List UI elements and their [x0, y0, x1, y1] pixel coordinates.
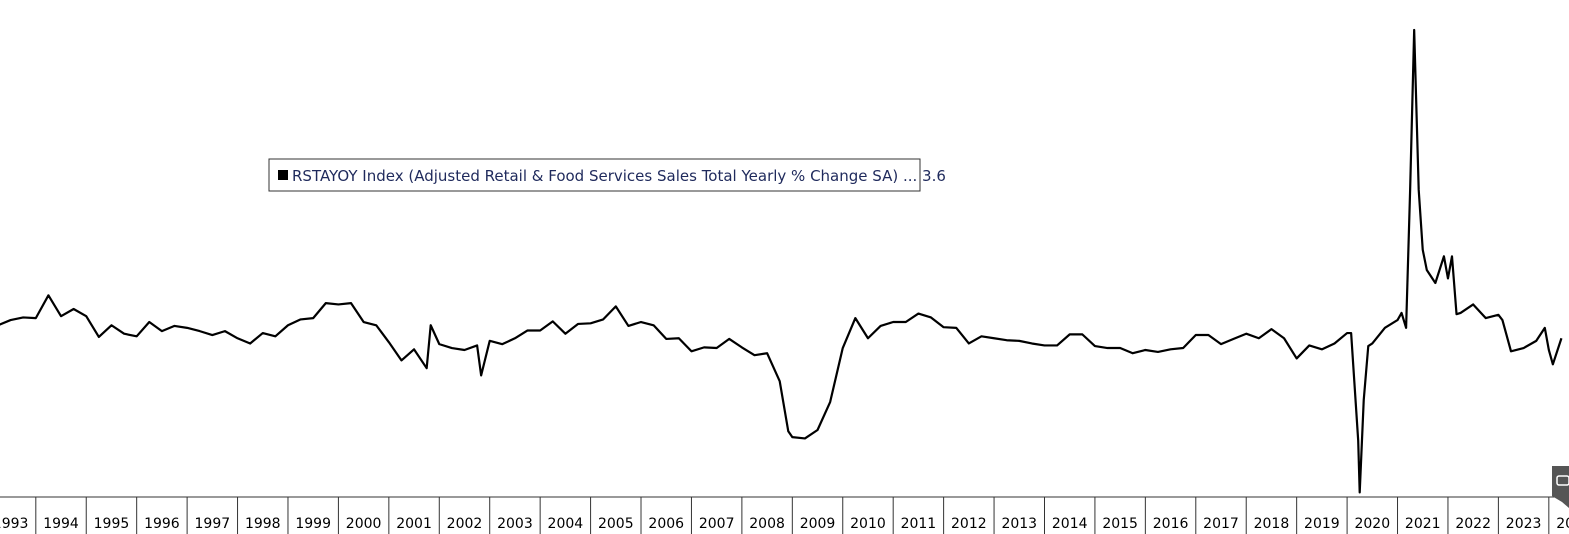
legend: RSTAYOY Index (Adjusted Retail & Food Se…	[268, 158, 946, 192]
x-tick-label: 2001	[396, 516, 432, 532]
x-tick-label: 2013	[1001, 516, 1037, 532]
x-tick-label: 2003	[497, 516, 533, 532]
legend-value: 3.6	[922, 167, 946, 185]
x-tick-label: 1998	[245, 516, 281, 532]
x-tick-label: 2008	[749, 516, 785, 532]
legend-box	[268, 158, 921, 192]
x-tick-label: 2015	[1102, 516, 1138, 532]
x-tick-label: 2006	[648, 516, 684, 532]
plot-area	[0, 28, 1563, 494]
x-tick-label: 2019	[1304, 516, 1340, 532]
x-tick-label: 2000	[346, 516, 382, 532]
x-tick-label: 2016	[1153, 516, 1189, 532]
legend-text: RSTAYOY Index (Adjusted Retail & Food Se…	[292, 167, 946, 185]
scroll-icon[interactable]	[1552, 466, 1569, 508]
x-tick-label: 1996	[144, 516, 180, 532]
x-tick-label: 1995	[94, 516, 130, 532]
x-tick-label: 2014	[1052, 516, 1088, 532]
x-tick-label: 1997	[195, 516, 231, 532]
x-tick-label: 2023	[1506, 516, 1542, 532]
legend-label: RSTAYOY Index (Adjusted Retail & Food Se…	[292, 167, 917, 185]
x-tick-label: 2002	[447, 516, 483, 532]
x-tick-label: 1999	[295, 516, 331, 532]
series-line	[0, 28, 1563, 494]
x-tick-label: 2021	[1405, 516, 1441, 532]
x-axis: 1993 1994 1995 1996 1997 1998 1999 2000 2001 2002…	[0, 496, 1569, 534]
x-tick-label: 2010	[850, 516, 886, 532]
x-tick-label: 2017	[1203, 516, 1239, 532]
x-tick-label: 2022	[1455, 516, 1491, 532]
x-tick-label: 1994	[43, 516, 79, 532]
x-tick-label: 2024	[1556, 516, 1569, 532]
x-tick-label: 1993	[0, 516, 28, 532]
x-tick-label: 2005	[598, 516, 634, 532]
x-tick-label: 2020	[1354, 516, 1390, 532]
x-tick-label: 2007	[699, 516, 735, 532]
x-tick-label: 2012	[951, 516, 987, 532]
x-tick-label: 2009	[800, 516, 836, 532]
scroll-button[interactable]	[1552, 466, 1569, 508]
legend-swatch	[278, 170, 288, 180]
x-tick-label: 2004	[548, 516, 584, 532]
scroll-glyph	[1556, 475, 1569, 486]
x-tick-label: 2011	[901, 516, 937, 532]
x-tick-label: 2018	[1254, 516, 1290, 532]
